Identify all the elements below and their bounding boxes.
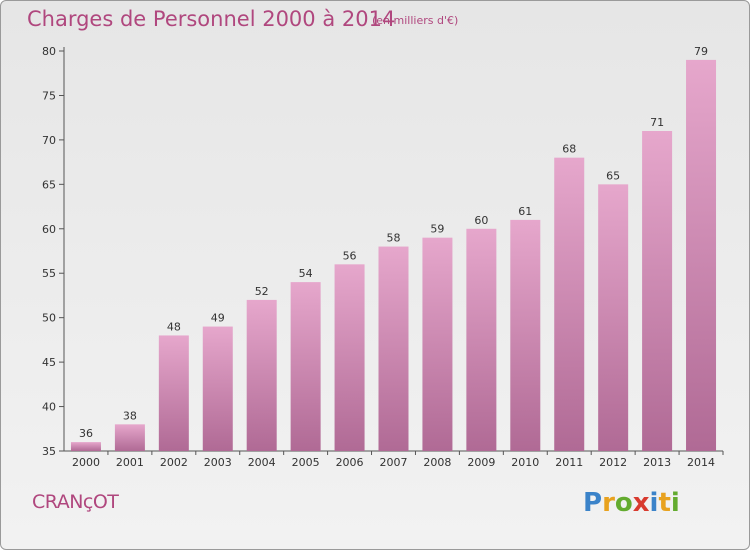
logo-letter: P bbox=[583, 488, 603, 518]
y-tick-label: 60 bbox=[42, 223, 56, 236]
value-label-2008: 59 bbox=[430, 223, 444, 236]
bar-2007 bbox=[378, 246, 409, 451]
value-label-2006: 56 bbox=[343, 249, 357, 262]
value-label-2001: 38 bbox=[123, 409, 137, 422]
bar-2008 bbox=[422, 237, 453, 451]
y-tick-label: 55 bbox=[42, 267, 56, 280]
value-label-2003: 49 bbox=[211, 312, 225, 325]
chart-unit: (en milliers d'€) bbox=[372, 14, 459, 27]
logo-letter: o bbox=[614, 488, 633, 518]
bar-2010 bbox=[510, 219, 541, 451]
x-tick-label-2003: 2003 bbox=[204, 456, 232, 469]
x-tick-label-2000: 2000 bbox=[72, 456, 100, 469]
x-tick-label-2004: 2004 bbox=[248, 456, 276, 469]
x-tick-label-2011: 2011 bbox=[555, 456, 583, 469]
bar-2009 bbox=[466, 228, 497, 451]
x-tick-label-2002: 2002 bbox=[160, 456, 188, 469]
x-tick-label-2001: 2001 bbox=[116, 456, 144, 469]
bar-2006 bbox=[334, 264, 365, 451]
bar-2000 bbox=[70, 442, 101, 451]
y-tick-label: 35 bbox=[42, 445, 56, 458]
x-tick-label-2008: 2008 bbox=[423, 456, 451, 469]
y-tick-label: 70 bbox=[42, 134, 56, 147]
x-tick-label-2010: 2010 bbox=[511, 456, 539, 469]
y-tick-label: 80 bbox=[42, 45, 56, 58]
y-tick-label: 65 bbox=[42, 178, 56, 191]
y-tick-label: 50 bbox=[42, 312, 56, 325]
proxiti-logo: Proxiti bbox=[583, 488, 680, 518]
value-label-2011: 68 bbox=[562, 143, 576, 156]
logo-letter: i bbox=[649, 488, 659, 518]
bar-2013 bbox=[642, 131, 673, 451]
bar-2011 bbox=[554, 157, 585, 451]
value-label-2013: 71 bbox=[650, 116, 664, 129]
commune-name: CRANçOT bbox=[32, 491, 119, 513]
bar-2002 bbox=[158, 335, 189, 451]
value-label-2000: 36 bbox=[79, 427, 93, 440]
x-tick-label-2009: 2009 bbox=[467, 456, 495, 469]
y-tick-label: 75 bbox=[42, 89, 56, 102]
logo-letter: x bbox=[632, 488, 650, 518]
value-label-2005: 54 bbox=[299, 267, 313, 280]
bars bbox=[70, 59, 717, 452]
labels: 36 2000 38 2001 48 2002 49 2003 52 2004 54 2005 56 20… bbox=[72, 45, 715, 469]
value-label-2012: 65 bbox=[606, 169, 620, 182]
y-tick-label: 40 bbox=[42, 401, 56, 414]
bar-2012 bbox=[598, 184, 629, 452]
x-tick-label-2012: 2012 bbox=[599, 456, 627, 469]
bar-2014 bbox=[686, 59, 717, 452]
bar-2001 bbox=[114, 424, 145, 451]
logo-letter: r bbox=[602, 488, 615, 518]
logo-letter: i bbox=[670, 488, 680, 518]
value-label-2014: 79 bbox=[694, 45, 708, 58]
x-tick-label-2013: 2013 bbox=[643, 456, 671, 469]
x-tick-label-2014: 2014 bbox=[687, 456, 715, 469]
bar-2003 bbox=[202, 326, 233, 451]
value-label-2009: 60 bbox=[474, 214, 488, 227]
logo-letter: t bbox=[658, 488, 671, 518]
bar-2004 bbox=[246, 299, 277, 451]
bar-2005 bbox=[290, 282, 321, 451]
x-tick-label-2007: 2007 bbox=[380, 456, 408, 469]
chart-title: Charges de Personnel 2000 à 2014 bbox=[27, 7, 396, 31]
x-tick-label-2005: 2005 bbox=[292, 456, 320, 469]
value-label-2010: 61 bbox=[518, 205, 532, 218]
y-tick-label: 45 bbox=[42, 356, 56, 369]
value-label-2002: 48 bbox=[167, 320, 181, 333]
x-tick-label-2006: 2006 bbox=[336, 456, 364, 469]
value-label-2004: 52 bbox=[255, 285, 269, 298]
value-label-2007: 58 bbox=[387, 232, 401, 245]
